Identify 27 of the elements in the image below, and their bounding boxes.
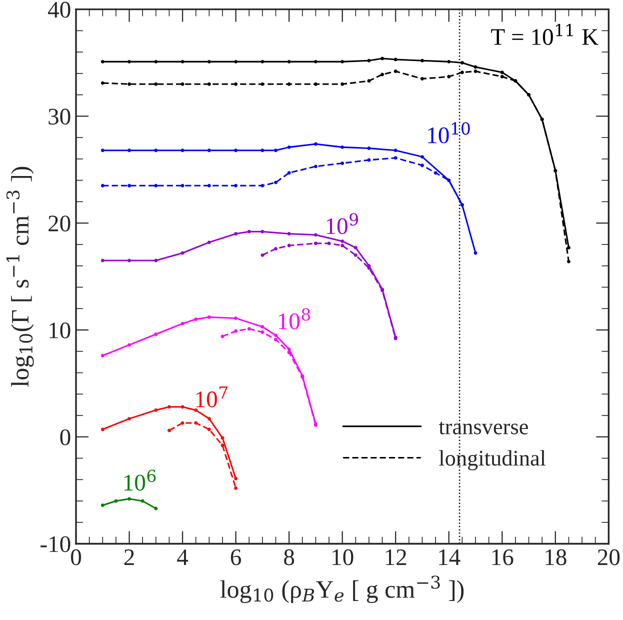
y-tick-label: -10	[40, 536, 70, 552]
x-tick-label: 18	[546, 549, 566, 566]
annotation: 10$^{9}$	[326, 213, 358, 234]
legend-label: longitudinal	[439, 450, 546, 470]
x-tick-label: 14	[439, 549, 460, 565]
x-tick-label: 10	[332, 549, 354, 566]
x-tick-label: 2	[124, 549, 134, 565]
y-axis-title: log$_{10}$(Γ [ s$^{−1}$ cm$^{−3}$ ])	[6, 166, 34, 387]
annotation: T = 10$^{11}$ K	[491, 24, 598, 45]
x-tick-label: 6	[230, 549, 242, 566]
x-tick-label: 8	[284, 549, 294, 566]
annotation: 10$^{7}$	[196, 386, 228, 408]
x-tick-label: 4	[177, 549, 188, 565]
annotation: 10$^{10}$	[428, 122, 470, 144]
legend-label: transverse	[438, 422, 528, 434]
y-tick-label: 30	[48, 108, 70, 125]
y-tick-label: 10	[50, 322, 70, 338]
annotation: 10$^{6}$	[124, 470, 156, 491]
y-tick-label: 40	[48, 2, 70, 18]
x-tick-label: 20	[598, 549, 620, 566]
annotation: 10$^{8}$	[278, 308, 310, 330]
x-tick-label: 12	[386, 549, 406, 565]
y-tick-label: 20	[48, 216, 70, 232]
y-tick-label: 0	[60, 429, 70, 446]
x-tick-label: 0	[71, 549, 82, 566]
x-tick-label: 16	[492, 549, 514, 566]
text: log$_{10}$ (ρ$_{B}$Y$_{e}$ [ g cm$^{−3}$ ])	[220, 576, 464, 604]
